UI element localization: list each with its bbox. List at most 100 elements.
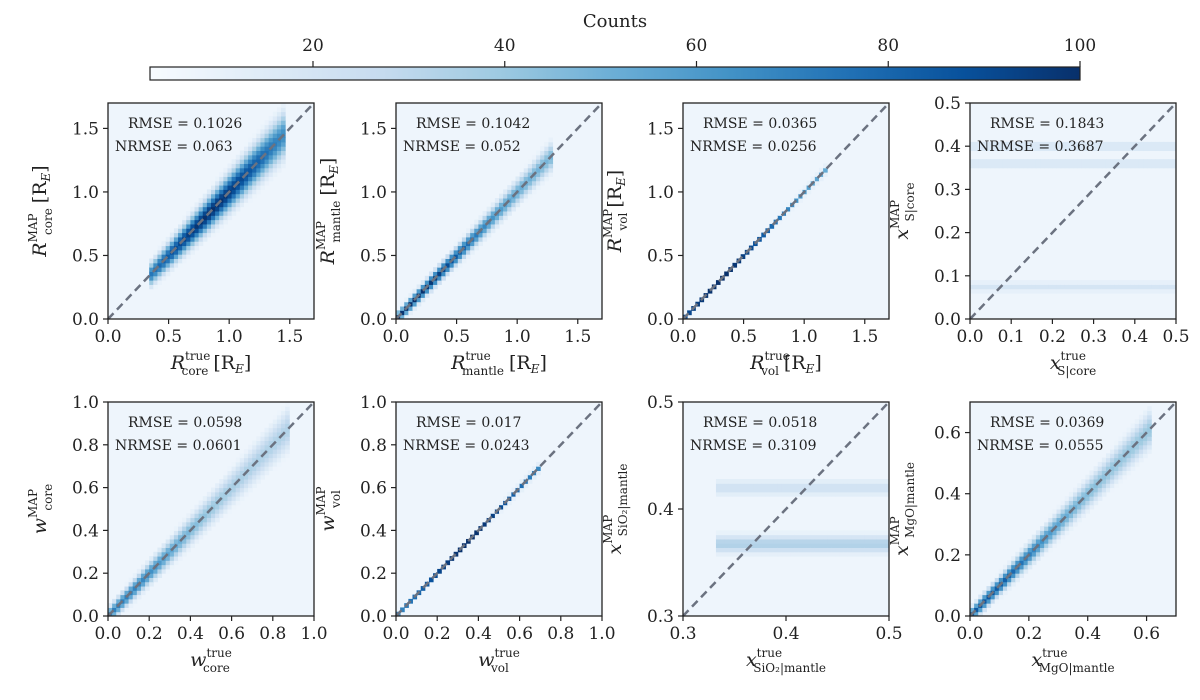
y-tick-label: 1.0 xyxy=(360,183,387,203)
colorbar-tick-label: 40 xyxy=(494,36,516,56)
y-tick-label: 0.2 xyxy=(360,564,387,584)
x-tick-label: 0.1 xyxy=(998,327,1025,347)
y-tick-label: 0.6 xyxy=(72,479,99,499)
x-axis-label: wtrue vol xyxy=(478,646,520,675)
heatmap-cells xyxy=(970,406,1152,617)
y-tick-label: 0.0 xyxy=(647,310,674,330)
x-tick-label: 1.5 xyxy=(276,327,303,347)
y-tick-label: 0.0 xyxy=(934,310,961,330)
y-tick-label: 1.5 xyxy=(360,119,387,139)
heatmap-cells xyxy=(715,479,890,557)
panel-x_s_core: 0.0 0.1 0.2 0.3 0.4 0.5 0.0 0.1 0.2 0.3 0.4 0.5 RMSE… xyxy=(888,94,1190,378)
axes-frame xyxy=(107,401,315,617)
nrmse-annotation: NRMSE = 0.0601 xyxy=(115,438,242,454)
y-tick-label: 0.5 xyxy=(647,246,674,266)
axes-frame xyxy=(107,102,315,320)
y-tick-label: 1.0 xyxy=(72,183,99,203)
rmse-annotation: RMSE = 0.1026 xyxy=(128,116,242,132)
heatmap-cells xyxy=(970,141,1177,294)
rmse-annotation: RMSE = 0.1042 xyxy=(416,116,530,132)
y-tick-label: 0.6 xyxy=(934,424,961,444)
panel-x_mgo_mantle: 0.0 0.2 0.4 0.6 0.0 0.2 0.4 0.6 RMSE = 0.0369 NRM… xyxy=(888,401,1177,675)
nrmse-annotation: NRMSE = 0.3687 xyxy=(977,139,1104,155)
rmse-annotation: RMSE = 0.0518 xyxy=(703,415,817,431)
x-tick-label: 0.0 xyxy=(956,327,983,347)
rmse-annotation: RMSE = 0.0598 xyxy=(128,415,242,431)
y-tick-label: 0.4 xyxy=(72,521,99,541)
colorbar-tick-label: 100 xyxy=(1064,36,1096,56)
identity-dashed-line xyxy=(969,401,1177,617)
x-tick-label: 0.0 xyxy=(382,624,409,644)
x-tick-label: 0.3 xyxy=(1080,327,1107,347)
heatmap-cells xyxy=(108,402,290,617)
identity-dashed-line xyxy=(682,102,890,320)
rmse-annotation: RMSE = 0.0365 xyxy=(703,116,817,132)
nrmse-annotation: NRMSE = 0.0555 xyxy=(977,438,1104,454)
x-tick-label: 1.5 xyxy=(564,327,591,347)
rmse-annotation: RMSE = 0.0369 xyxy=(990,415,1104,431)
y-tick-label: 0.8 xyxy=(360,436,387,456)
x-tick-label: 0.4 xyxy=(1074,624,1101,644)
y-axis-label: xMAPS|core xyxy=(888,182,917,239)
x-tick-label: 1.0 xyxy=(300,624,327,644)
x-tick-label: 0.4 xyxy=(465,624,492,644)
panel-w_core: 0.0 0.2 0.4 0.6 0.8 1.0 0.0 0.2 0.4 0.6 0.8 1.0 RMSE… xyxy=(26,393,328,675)
x-axis-label: xtrue S|core xyxy=(1050,349,1096,378)
x-tick-label: 0.5 xyxy=(875,624,902,644)
y-tick-label: 0.8 xyxy=(72,436,99,456)
colorbar-tick-label: 20 xyxy=(302,36,324,56)
x-tick-label: 0.8 xyxy=(547,624,574,644)
colorbar-gradient xyxy=(149,66,1081,81)
x-tick-label: 0.4 xyxy=(772,624,799,644)
x-tick-label: 0.5 xyxy=(730,327,757,347)
axes-frame xyxy=(969,102,1177,320)
rmse-annotation: RMSE = 0.1843 xyxy=(990,116,1104,132)
y-tick-label: 0.0 xyxy=(72,310,99,330)
x-tick-label: 0.4 xyxy=(1121,327,1148,347)
panel-x_sio2_mantle: 0.3 0.4 0.5 0.3 0.4 0.5 RMSE = 0.0518 NRMSE = 0… xyxy=(601,393,903,675)
nrmse-annotation: NRMSE = 0.0243 xyxy=(403,438,530,454)
x-tick-label: 0.2 xyxy=(1039,327,1066,347)
y-tick-label: 0.3 xyxy=(934,180,961,200)
y-tick-label: 0.0 xyxy=(72,607,99,627)
y-axis-label: xMAPSiO₂|mantle xyxy=(601,464,630,555)
x-axis-label: xtrue SiO₂|mantle xyxy=(746,646,826,675)
y-axis-label: RMAPvol[RE] xyxy=(601,170,630,253)
x-tick-label: 0.8 xyxy=(259,624,286,644)
x-tick-label: 0.5 xyxy=(1162,327,1189,347)
panel-r_mantle: 0.0 0.5 1.0 1.5 0.0 0.5 1.0 1.5 RMSE = 0.1042 NRM… xyxy=(314,102,603,378)
identity-dashed-line xyxy=(969,102,1177,320)
colorbar: Counts 20 40 60 80 100 xyxy=(149,11,1096,81)
rmse-annotation: RMSE = 0.017 xyxy=(416,415,521,431)
y-tick-label: 1.5 xyxy=(72,119,99,139)
y-tick-label: 1.5 xyxy=(647,119,674,139)
y-tick-label: 1.0 xyxy=(360,393,387,413)
y-tick-label: 0.4 xyxy=(647,500,674,520)
x-tick-label: 0.0 xyxy=(94,327,121,347)
nrmse-annotation: NRMSE = 0.3109 xyxy=(690,438,817,454)
x-tick-label: 0.2 xyxy=(1015,624,1042,644)
nrmse-annotation: NRMSE = 0.0256 xyxy=(690,139,817,155)
colorbar-tick-label: 60 xyxy=(686,36,708,56)
axes-frame xyxy=(682,102,890,320)
y-tick-label: 0.1 xyxy=(934,267,961,287)
y-tick-label: 1.0 xyxy=(72,393,99,413)
identity-dashed-line xyxy=(395,102,603,320)
x-tick-label: 0.6 xyxy=(1133,624,1160,644)
y-tick-label: 0.4 xyxy=(934,137,961,157)
y-axis-label: xMAPMgO|mantle xyxy=(888,462,917,556)
x-tick-label: 0.5 xyxy=(443,327,470,347)
x-tick-label: 0.0 xyxy=(94,624,121,644)
x-tick-label: 0.2 xyxy=(424,624,451,644)
x-tick-label: 0.0 xyxy=(382,327,409,347)
axes-frame xyxy=(395,401,603,617)
y-tick-label: 0.4 xyxy=(360,521,387,541)
identity-dashed-line xyxy=(395,401,603,617)
x-tick-label: 0.2 xyxy=(136,624,163,644)
x-tick-label: 1.5 xyxy=(851,327,878,347)
identity-dashed-line xyxy=(682,401,890,617)
y-axis-label: RMAPcore[RE] xyxy=(26,165,55,257)
y-tick-label: 1.0 xyxy=(647,183,674,203)
x-axis-label: Rtrue mantle [RE] xyxy=(450,349,547,378)
y-axis-label: wMAPvol xyxy=(314,486,343,531)
